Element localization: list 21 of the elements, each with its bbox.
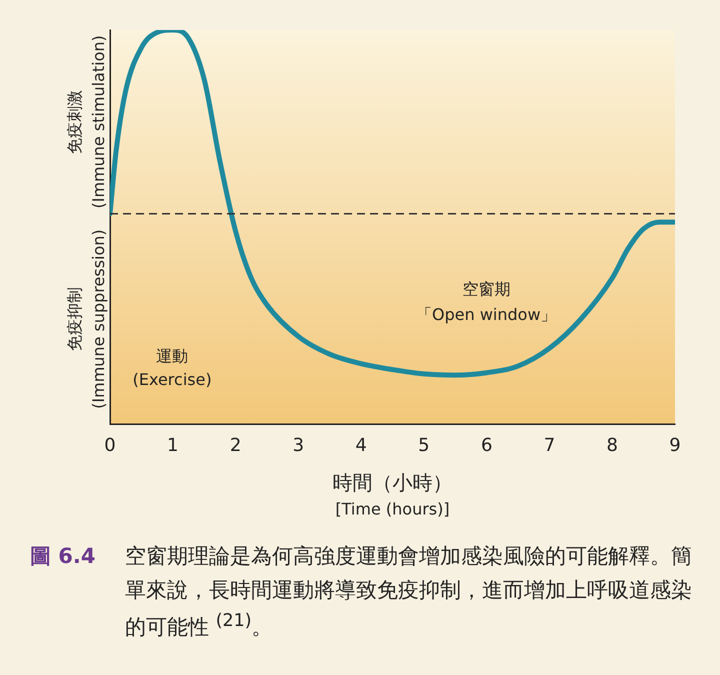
annotation: (Exercise)	[132, 370, 212, 390]
annotation: 空窗期	[462, 279, 510, 298]
x-tick-label: 7	[544, 434, 556, 456]
text: (Immune stimulation)	[89, 35, 108, 209]
x-tick-label: 0	[104, 434, 116, 456]
x-tick-label: 1	[167, 434, 179, 456]
text: (Immune suppression)	[89, 229, 108, 409]
x-axis-title: 時間（小時） [Time (hours)]	[332, 470, 452, 519]
x-tick-label: 2	[230, 434, 242, 456]
x-tick-label: 5	[418, 434, 430, 456]
x-tick-label: 6	[480, 434, 492, 456]
caption: 圖 6.4	[30, 543, 97, 570]
annotation: 運動	[156, 346, 188, 366]
x-tick-label: 3	[292, 434, 304, 456]
text: 免疫刺激	[65, 90, 84, 154]
text: 免疫抑制	[65, 287, 84, 352]
x-tick-label: 8	[606, 434, 618, 456]
x-tick-label: 4	[355, 434, 367, 456]
annotation: 「Open window」	[416, 305, 557, 324]
x-tick-label: 9	[669, 434, 681, 456]
text: 空窗期理論是為何高強度運動會增加感染風險的可能解釋。簡單來說，長時間運動將導致免疫抑制，進而增加上呼吸道感染的可能性 $^{(21)}$。	[125, 543, 693, 642]
